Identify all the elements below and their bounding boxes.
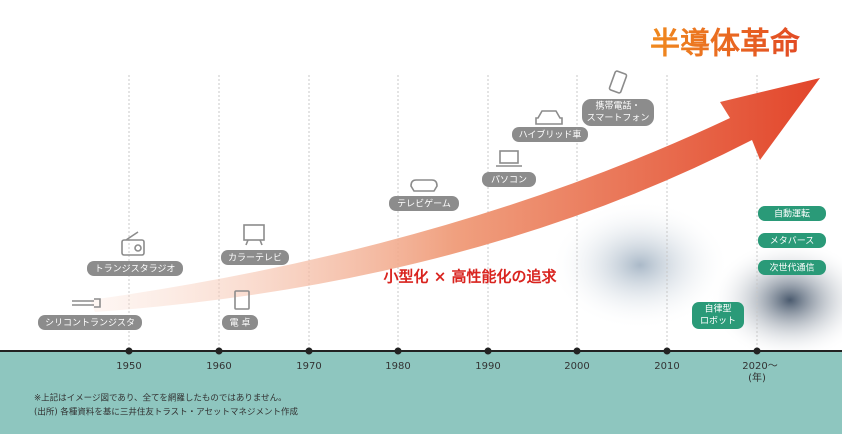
milestone-pill [87,261,183,276]
future-label: 次世代通信 [769,262,814,274]
note: ※上記はイメージ図であり、全てを網羅したものではありません。 [34,393,287,404]
milestone-label: シリコントランジスタ [45,318,135,329]
milestone-pill [222,315,258,330]
note: (出所) 各種資料を基に三井住友トラスト・アセットマネジメント作成 [34,407,298,418]
milestone-pill [582,99,654,126]
milestone-pill [221,250,289,265]
icons [72,70,628,310]
timeline-band [0,351,842,434]
tagline: 小型化 × 高性能化の追求 [383,268,557,286]
year-label: 2000 [564,361,589,372]
year-unit: (年) [748,371,766,384]
year-dots [125,347,761,355]
milestone-pill [389,196,459,211]
future-pill [692,302,744,329]
future-label: メタバース [770,236,815,247]
milestone-label: カラーテレビ [228,253,282,264]
title: 半導体革命 [650,27,801,62]
year-label: 1950 [116,361,141,372]
milestone-label: ハイブリッド車 [519,129,582,141]
milestone-label: テレビゲーム [397,198,451,210]
year-label: 2020〜 [742,361,777,372]
future-label: 自動運転 [774,208,810,220]
milestone-pill [482,172,536,187]
milestone-label: パソコン [491,175,527,186]
milestone-label: スマートフォン [587,114,650,124]
year-label: 1990 [475,361,500,372]
year-label: 1960 [206,361,231,372]
year-label: 2010 [654,361,679,372]
future-label: 自律型 [704,303,731,315]
milestone-label: トランジスタラジオ [95,264,176,275]
growth-arrow [90,78,820,312]
milestone-pill [512,127,588,142]
future-pill [758,206,826,221]
milestone-label: 電 卓 [230,317,251,329]
future-label: ロボット [700,316,736,327]
future-pill [758,260,826,275]
year-label: 1980 [385,361,410,372]
milestone-label: 携帯電話・ [595,100,640,112]
year-label: 1970 [296,361,321,372]
milestone-pill [38,315,142,330]
photos [550,200,842,360]
future-pill [758,233,826,248]
